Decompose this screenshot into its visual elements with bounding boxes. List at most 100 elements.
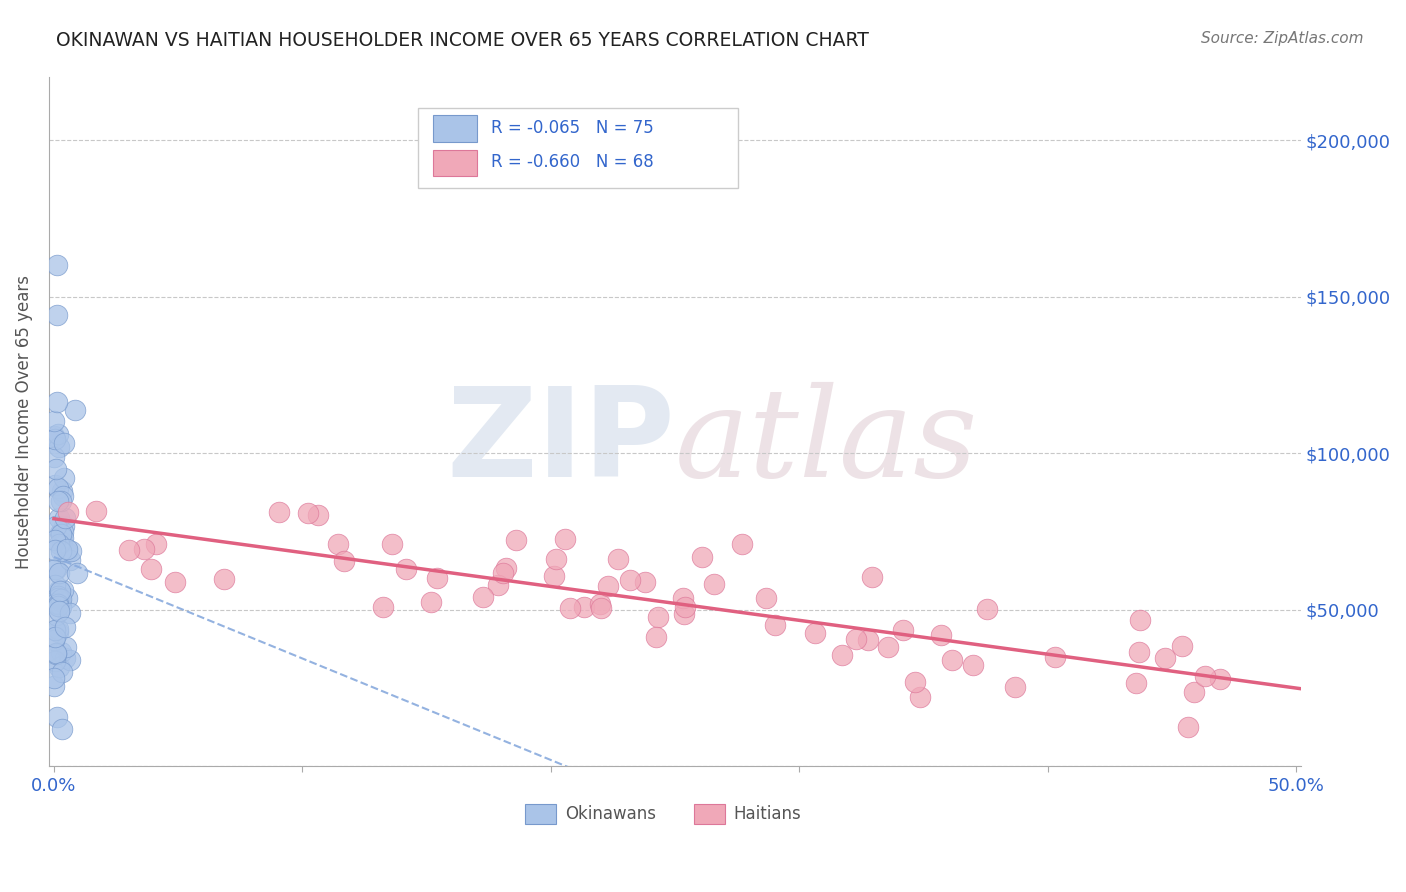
Point [1209,672,1232,686]
Text: R = -0.065   N = 75: R = -0.065 N = 75 [491,119,654,136]
Point [145,537,167,551]
Point [53,651,76,665]
Point [46,591,69,605]
Point [941,653,963,667]
Point [44,654,66,668]
Point [619,573,641,587]
Point [544,551,567,566]
Point [51,535,73,549]
Point [48,624,70,639]
Y-axis label: Householder Income Over 65 years: Householder Income Over 65 years [15,275,32,569]
Point [56,545,79,559]
Point [703,576,725,591]
Point [607,552,630,566]
Point [492,566,515,581]
Point [755,591,778,606]
Point [44,562,66,576]
Point [929,628,952,642]
Point [731,537,754,551]
Point [48,440,70,454]
Point [48,566,70,581]
Point [51,527,73,541]
Point [55,542,77,557]
Point [856,633,879,648]
Point [45,647,67,661]
Text: OKINAWAN VS HAITIAN HOUSEHOLDER INCOME OVER 65 YEARS CORRELATION CHART: OKINAWAN VS HAITIAN HOUSEHOLDER INCOME O… [56,31,869,50]
Point [647,609,669,624]
Point [645,630,668,644]
Point [44,623,66,637]
Point [297,506,319,520]
Point [51,645,73,659]
Point [45,462,67,476]
Point [56,506,79,520]
Point [46,258,69,272]
Point [596,579,619,593]
Point [505,533,527,547]
Point [44,533,66,547]
Point [44,679,66,693]
Point [558,600,581,615]
FancyBboxPatch shape [419,109,738,187]
Text: ZIP: ZIP [446,382,675,503]
Point [165,575,187,590]
Point [495,561,517,575]
Point [1128,645,1150,659]
Point [52,471,75,485]
Point [84,504,107,518]
Point [1129,613,1152,627]
Point [44,542,66,557]
Point [690,549,713,564]
Point [51,665,73,679]
Point [55,640,77,654]
Point [44,432,66,446]
Point [46,597,69,611]
Point [45,595,67,609]
Point [269,505,291,519]
Point [904,675,927,690]
Point [51,494,73,508]
Point [44,428,66,442]
Point [45,395,67,409]
Point [44,414,66,428]
Point [45,562,67,576]
Point [1182,685,1205,699]
Point [1194,669,1216,683]
FancyBboxPatch shape [433,115,477,142]
Point [48,537,70,551]
Point [44,630,66,644]
Point [49,600,72,615]
Point [51,483,73,498]
Point [831,648,853,662]
Point [804,626,827,640]
Point [543,569,565,583]
Point [1170,639,1192,653]
Point [1043,650,1066,665]
Point [49,526,72,541]
Point [672,607,695,621]
Point [53,436,76,450]
Point [46,599,69,613]
Point [1177,720,1199,734]
Point [52,525,75,540]
Point [395,562,418,576]
Point [52,518,75,533]
Point [371,600,394,615]
Point [381,537,404,551]
FancyBboxPatch shape [693,805,725,823]
Point [634,575,657,590]
Point [51,722,73,736]
Point [46,589,69,603]
Point [44,632,66,647]
Point [589,597,612,611]
Point [53,620,76,634]
Point [419,595,441,609]
Point [59,553,82,567]
Point [46,494,69,508]
Point [49,544,72,558]
Point [962,658,984,673]
Point [1125,675,1147,690]
Point [44,450,66,464]
Point [44,478,66,492]
Point [46,427,69,442]
